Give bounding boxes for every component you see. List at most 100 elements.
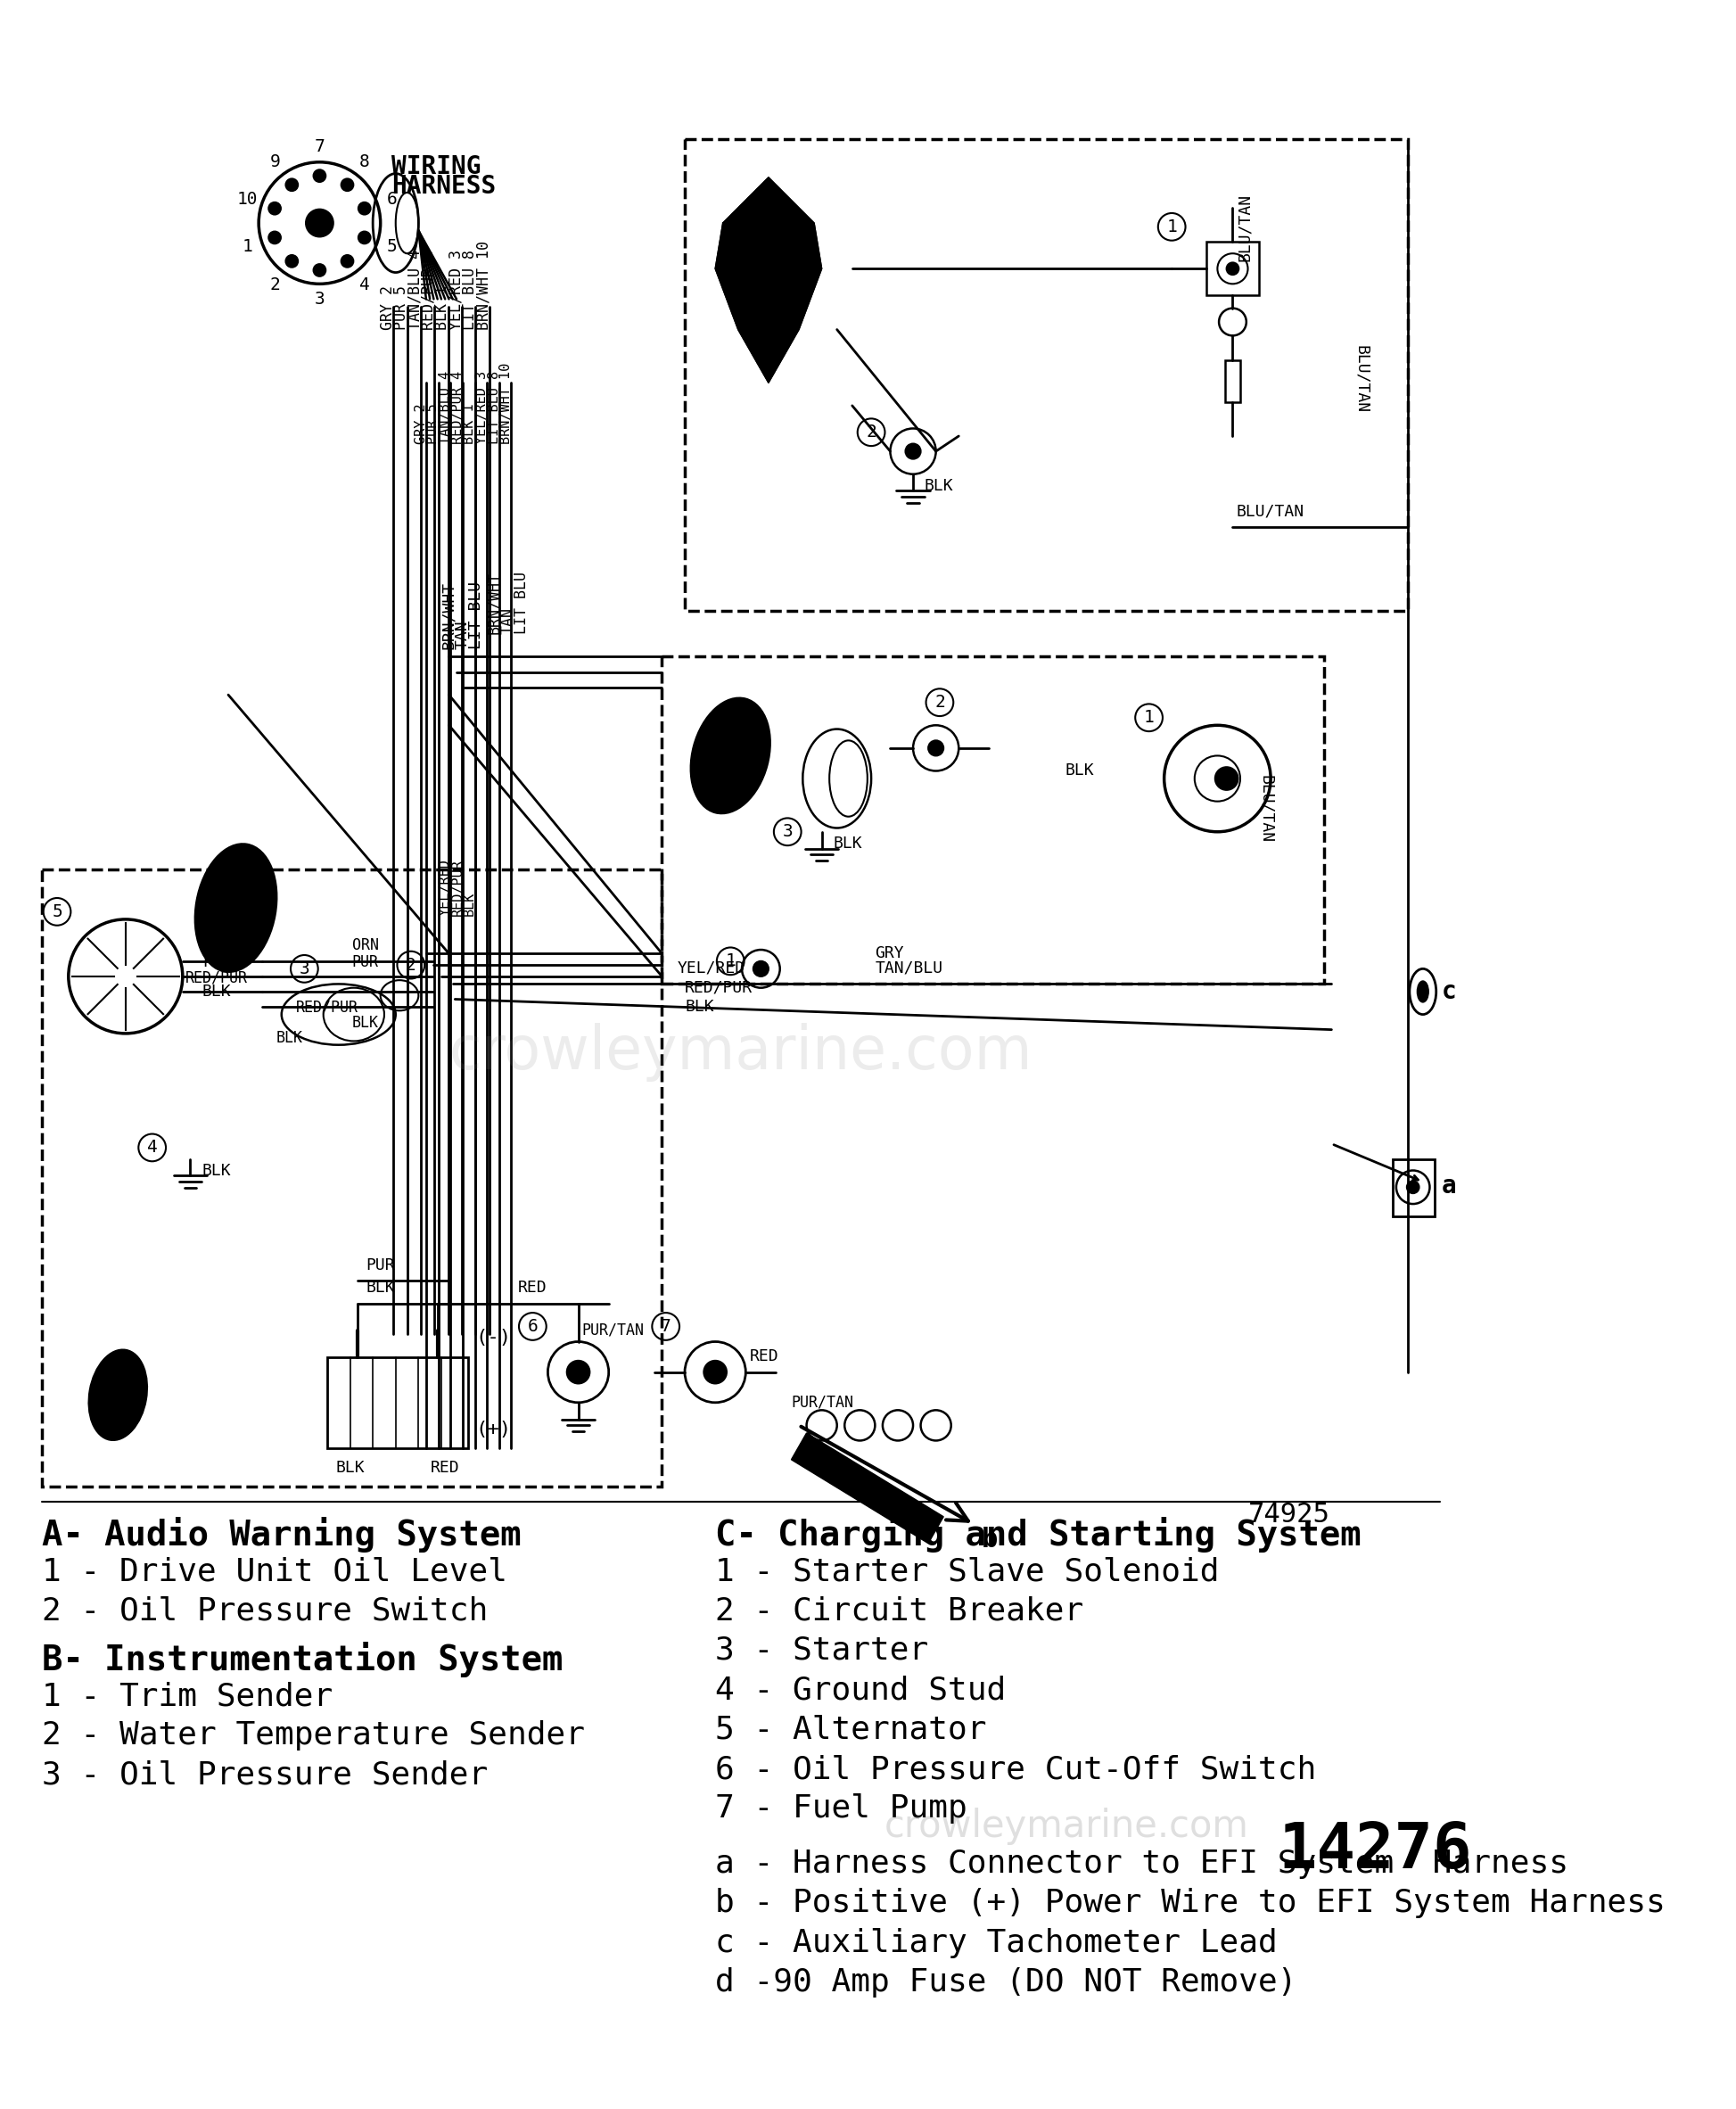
Text: a: a <box>1443 1173 1457 1198</box>
Text: 1: 1 <box>241 238 252 255</box>
Text: PUR: PUR <box>352 953 378 970</box>
Text: BLK: BLK <box>366 1280 396 1297</box>
Text: 2 - Circuit Breaker: 2 - Circuit Breaker <box>715 1597 1083 1626</box>
Text: BLU/TAN: BLU/TAN <box>1354 344 1370 413</box>
Text: d -90 Amp Fuse (DO NOT Remove): d -90 Amp Fuse (DO NOT Remove) <box>715 1968 1297 1997</box>
Text: BLU/TAN: BLU/TAN <box>1236 504 1304 519</box>
Circle shape <box>314 169 326 181</box>
Ellipse shape <box>1417 981 1429 1002</box>
Text: GRY 2: GRY 2 <box>380 285 396 329</box>
Text: RED/PUR 4: RED/PUR 4 <box>451 371 464 443</box>
Text: LIT BLU: LIT BLU <box>469 582 484 650</box>
Text: YEL/RED 3: YEL/RED 3 <box>448 249 464 329</box>
Text: PUR 5: PUR 5 <box>427 403 439 443</box>
Circle shape <box>342 255 354 268</box>
Text: (-): (-) <box>476 1329 512 1348</box>
Text: YEL/RED: YEL/RED <box>677 960 745 976</box>
Text: BLK: BLK <box>276 1029 302 1046</box>
Circle shape <box>269 202 281 215</box>
Text: PUR: PUR <box>203 953 231 970</box>
Bar <box>326 1356 469 1449</box>
Text: BRN/WHT 10: BRN/WHT 10 <box>476 240 491 329</box>
Bar <box>661 656 1325 985</box>
Text: BLK: BLK <box>925 479 953 494</box>
Circle shape <box>1215 768 1238 791</box>
Text: RED/PUR: RED/PUR <box>451 858 464 915</box>
Text: C- Charging and Starting System: C- Charging and Starting System <box>715 1516 1361 1552</box>
Text: 3 - Oil Pressure Sender: 3 - Oil Pressure Sender <box>42 1761 488 1791</box>
Text: BLK 1: BLK 1 <box>434 285 450 329</box>
Circle shape <box>342 179 354 192</box>
Text: RED/PUR: RED/PUR <box>186 970 248 985</box>
Circle shape <box>358 202 370 215</box>
Text: 3: 3 <box>314 291 325 308</box>
Text: BLK: BLK <box>352 1014 378 1031</box>
Text: TAN/BLU 4: TAN/BLU 4 <box>406 249 424 329</box>
Text: c - Auxiliary Tachometer Lead: c - Auxiliary Tachometer Lead <box>715 1928 1278 1957</box>
Text: TAN/BLU 4: TAN/BLU 4 <box>439 371 451 443</box>
Text: 1 - Starter Slave Solenoid: 1 - Starter Slave Solenoid <box>715 1556 1219 1586</box>
Text: 1 - Drive Unit Oil Level: 1 - Drive Unit Oil Level <box>42 1556 507 1586</box>
Text: BLK: BLK <box>335 1459 365 1476</box>
Ellipse shape <box>89 1350 148 1440</box>
Text: 3: 3 <box>299 960 309 976</box>
Circle shape <box>306 209 333 236</box>
Text: 3 - Starter: 3 - Starter <box>715 1634 929 1666</box>
Text: 7: 7 <box>314 139 325 156</box>
Text: crowleymarine.com: crowleymarine.com <box>450 1023 1033 1082</box>
Text: BLK: BLK <box>833 835 863 852</box>
Circle shape <box>314 264 326 276</box>
Text: 10: 10 <box>236 192 257 209</box>
Text: BLK: BLK <box>201 1162 231 1179</box>
Circle shape <box>568 1360 590 1384</box>
Bar <box>684 139 1408 612</box>
Circle shape <box>269 232 281 245</box>
Text: BLK: BLK <box>1066 763 1094 778</box>
Circle shape <box>906 443 920 460</box>
Text: PUR/TAN: PUR/TAN <box>582 1322 644 1339</box>
Text: TAN/BLU: TAN/BLU <box>875 960 943 976</box>
Text: RED: RED <box>750 1348 778 1365</box>
Text: 4 - Ground Stud: 4 - Ground Stud <box>715 1675 1007 1706</box>
Text: 7: 7 <box>660 1318 672 1335</box>
Text: 2 - Water Temperature Sender: 2 - Water Temperature Sender <box>42 1721 585 1750</box>
Text: LIT BLU 8: LIT BLU 8 <box>462 249 477 329</box>
Text: 74925: 74925 <box>1248 1502 1330 1527</box>
Text: 4: 4 <box>148 1139 158 1156</box>
Text: LIT BLU 8: LIT BLU 8 <box>488 371 500 443</box>
Circle shape <box>929 740 943 755</box>
Polygon shape <box>715 177 821 384</box>
Text: LIT BLU: LIT BLU <box>514 572 529 635</box>
Text: b: b <box>981 1527 998 1552</box>
Text: 3: 3 <box>783 823 793 839</box>
Text: ORN: ORN <box>203 939 231 953</box>
Text: TAN: TAN <box>500 607 516 635</box>
Text: a - Harness Connector to EFI System  Harness: a - Harness Connector to EFI System Harn… <box>715 1847 1569 1879</box>
Text: 1: 1 <box>1167 219 1177 236</box>
Text: B- Instrumentation System: B- Instrumentation System <box>42 1641 562 1677</box>
Text: BRN/WHT: BRN/WHT <box>441 582 457 650</box>
Text: ORN: ORN <box>352 939 378 953</box>
Text: c: c <box>1443 979 1457 1004</box>
Text: BLU/TAN: BLU/TAN <box>1259 774 1274 844</box>
Text: 6 - Oil Pressure Cut-Off Switch: 6 - Oil Pressure Cut-Off Switch <box>715 1755 1316 1784</box>
Text: b - Positive (+) Power Wire to EFI System Harness: b - Positive (+) Power Wire to EFI Syste… <box>715 1888 1665 1919</box>
Polygon shape <box>792 1432 943 1544</box>
Text: GRY 2: GRY 2 <box>415 403 427 443</box>
Text: 5: 5 <box>52 903 62 920</box>
Text: crowleymarine.com: crowleymarine.com <box>884 1807 1248 1845</box>
Text: HARNESS: HARNESS <box>392 173 496 198</box>
Bar <box>1226 361 1240 403</box>
Text: 2: 2 <box>269 276 279 293</box>
Text: 2: 2 <box>406 957 417 974</box>
Text: PUR: PUR <box>366 1257 396 1274</box>
Text: WIRING: WIRING <box>392 154 481 179</box>
Circle shape <box>286 255 299 268</box>
Text: 2 - Oil Pressure Switch: 2 - Oil Pressure Switch <box>42 1597 488 1626</box>
Text: PUR/TAN: PUR/TAN <box>792 1394 854 1411</box>
Text: TAN: TAN <box>455 620 470 650</box>
Text: 2: 2 <box>866 424 877 441</box>
Bar <box>1207 243 1259 295</box>
Text: 7 - Fuel Pump: 7 - Fuel Pump <box>715 1793 967 1824</box>
Text: 5 - Alternator: 5 - Alternator <box>715 1715 986 1744</box>
